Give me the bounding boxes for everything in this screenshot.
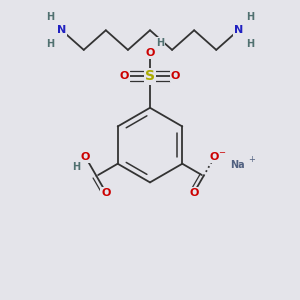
Text: +: + — [248, 155, 255, 164]
Text: N: N — [57, 25, 66, 35]
Text: H: H — [46, 11, 54, 22]
Text: N: N — [234, 25, 243, 35]
Text: O: O — [120, 71, 129, 81]
Text: O: O — [81, 152, 90, 162]
Text: O: O — [210, 152, 219, 162]
Text: Na: Na — [231, 160, 245, 170]
Text: −: − — [218, 148, 225, 157]
Text: S: S — [145, 69, 155, 83]
Text: H: H — [46, 39, 54, 49]
Text: H: H — [72, 162, 80, 172]
Text: H: H — [246, 39, 254, 49]
Text: O: O — [171, 71, 180, 81]
Text: O: O — [102, 188, 111, 198]
Text: O: O — [145, 48, 155, 58]
Text: H: H — [156, 38, 164, 48]
Text: O: O — [189, 188, 198, 198]
Text: H: H — [246, 11, 254, 22]
